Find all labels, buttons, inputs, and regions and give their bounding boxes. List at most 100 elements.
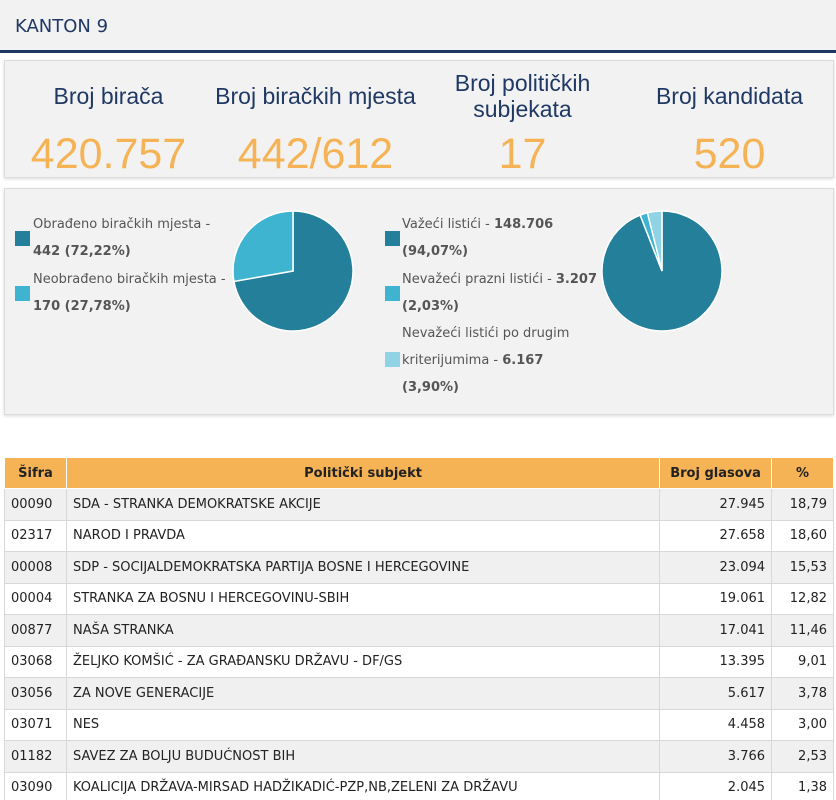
stat-label: Broj političkih subjekata: [454, 70, 591, 122]
legend-label: kriterijumima -: [402, 353, 503, 368]
cell-percent: 15,53: [771, 551, 834, 584]
cell-subject: KOALICIJA DRŽAVA-MIRSAD HADŽIKADIĆ-PZP,N…: [65, 771, 661, 800]
table-row: 00090 SDA - STRANKA DEMOKRATSKE AKCIJE 2…: [4, 488, 834, 521]
stat-political-subjects: Broj političkih subjekata 17: [419, 61, 626, 179]
cell-percent: 3,00: [771, 708, 834, 741]
ballots-pie-chart: [601, 210, 723, 332]
legend-label: Nevažeći prazni listići -: [402, 272, 556, 287]
cell-subject: SAVEZ ZA BOLJU BUDUĆNOST BIH: [65, 740, 661, 773]
legend-percent: (3,90%): [402, 380, 459, 395]
header-bar: KANTON 9: [0, 0, 836, 53]
cell-code: 00004: [4, 582, 67, 615]
results-table: Šifra Politički subjekt Broj glasova % 0…: [4, 457, 834, 800]
legend-swatch-unprocessed: [15, 286, 30, 301]
cell-subject: NAROD I PRAVDA: [65, 519, 661, 552]
legend-unprocessed: Neobrađeno biračkih mjesta - 170 (27,78%…: [33, 266, 226, 320]
legend-valid: Važeći listići - 148.706 (94,07%): [402, 211, 553, 265]
stat-label: Broj birača: [53, 83, 164, 109]
cell-votes: 27.658: [659, 519, 773, 552]
cell-code: 02317: [4, 519, 67, 552]
table-row: 00877 NAŠA STRANKA 17.041 11,46: [4, 614, 834, 647]
legend-swatch-blank: [385, 286, 400, 301]
stat-value: 520: [693, 130, 766, 178]
legend-percent: (2,03%): [402, 299, 459, 314]
cell-votes: 5.617: [659, 677, 773, 710]
cell-code: 00008: [4, 551, 67, 584]
cell-subject: NES: [65, 708, 661, 741]
legend-label: Važeći listići -: [402, 217, 494, 232]
table-row: 01182 SAVEZ ZA BOLJU BUDUĆNOST BIH 3.766…: [4, 740, 834, 773]
legend-percent: (94,07%): [402, 244, 469, 259]
stat-value: 442/612: [237, 130, 394, 178]
stat-voters: Broj birača 420.757: [5, 61, 212, 179]
cell-subject: ŽELJKO KOMŠIĆ - ZA GRAĐANSKU DRŽAVU - DF…: [65, 645, 661, 678]
legend-value: 3.207: [555, 272, 598, 287]
cell-code: 03056: [4, 677, 67, 710]
legend-swatch-other-invalid: [385, 352, 400, 367]
stat-candidates: Broj kandidata 520: [626, 61, 833, 179]
cell-votes: 4.458: [659, 708, 773, 741]
stat-value: 17: [498, 130, 547, 178]
table-row: 00004 STRANKA ZA BOSNU I HERCEGOVINU-SBI…: [4, 582, 834, 615]
cell-code: 03071: [4, 708, 67, 741]
legend-swatch-processed: [15, 231, 30, 246]
cell-votes: 19.061: [659, 582, 773, 615]
cell-subject: STRANKA ZA BOSNU I HERCEGOVINU-SBIH: [65, 582, 661, 615]
legend-label: Obrađeno biračkih mjesta -: [33, 217, 211, 232]
legend-swatch-valid: [385, 231, 400, 246]
cell-code: 03068: [4, 645, 67, 678]
stat-polling-stations: Broj biračkih mjesta 442/612: [212, 61, 419, 179]
table-row: 03056 ZA NOVE GENERACIJE 5.617 3,78: [4, 677, 834, 710]
legend-processed: Obrađeno biračkih mjesta - 442 (72,22%): [33, 211, 210, 265]
cell-code: 01182: [4, 740, 67, 773]
table-row: 03090 KOALICIJA DRŽAVA-MIRSAD HADŽIKADIĆ…: [4, 771, 834, 800]
cell-subject: NAŠA STRANKA: [65, 614, 661, 647]
table-header-row: Šifra Politički subjekt Broj glasova %: [4, 457, 834, 489]
cell-percent: 2,53: [771, 740, 834, 773]
cell-subject: ZA NOVE GENERACIJE: [65, 677, 661, 710]
cell-votes: 13.395: [659, 645, 773, 678]
cell-subject: SDA - STRANKA DEMOKRATSKE AKCIJE: [65, 488, 661, 521]
table-row: 02317 NAROD I PRAVDA 27.658 18,60: [4, 519, 834, 552]
cell-code: 03090: [4, 771, 67, 800]
col-header-code[interactable]: Šifra: [4, 457, 67, 489]
cell-percent: 1,38: [771, 771, 834, 800]
cell-percent: 12,82: [771, 582, 834, 615]
legend-value: 148.706: [493, 217, 554, 232]
cell-votes: 17.041: [659, 614, 773, 647]
legend-blank: Nevažeći prazni listići - 3.207 (2,03%): [402, 266, 597, 320]
table-row: 03071 NES 4.458 3,00: [4, 708, 834, 741]
table-row: 03068 ŽELJKO KOMŠIĆ - ZA GRAĐANSKU DRŽAV…: [4, 645, 834, 678]
cell-percent: 3,78: [771, 677, 834, 710]
legend-value: 170 (27,78%): [33, 299, 131, 314]
charts-panel: Obrađeno biračkih mjesta - 442 (72,22%) …: [4, 188, 834, 415]
cell-percent: 11,46: [771, 614, 834, 647]
pie-slice-other-invalid: [646, 210, 663, 272]
cell-percent: 9,01: [771, 645, 834, 678]
cell-votes: 23.094: [659, 551, 773, 584]
cell-votes: 27.945: [659, 488, 773, 521]
col-header-subject[interactable]: Politički subjekt: [65, 457, 661, 489]
stat-label: Broj biračkih mjesta: [215, 83, 416, 109]
legend-other-invalid: Nevažeći listići po drugim kriterijumima…: [402, 320, 569, 401]
col-header-percent[interactable]: %: [771, 457, 834, 489]
cell-votes: 2.045: [659, 771, 773, 800]
legend-value: 442 (72,22%): [33, 244, 131, 259]
cell-code: 00090: [4, 488, 67, 521]
cell-percent: 18,60: [771, 519, 834, 552]
page-title: KANTON 9: [15, 16, 109, 37]
legend-label: Neobrađeno biračkih mjesta -: [33, 272, 226, 287]
pie-slice-unprocessed: [232, 210, 294, 283]
polling-pie-chart: [232, 210, 354, 332]
cell-votes: 3.766: [659, 740, 773, 773]
legend-value: 6.167: [502, 353, 544, 368]
col-header-votes[interactable]: Broj glasova: [659, 457, 773, 489]
legend-label: Nevažeći listići po drugim: [402, 326, 570, 341]
stat-value: 420.757: [30, 130, 187, 178]
cell-percent: 18,79: [771, 488, 834, 521]
cell-subject: SDP - SOCIJALDEMOKRATSKA PARTIJA BOSNE I…: [65, 551, 661, 584]
table-row: 00008 SDP - SOCIJALDEMOKRATSKA PARTIJA B…: [4, 551, 834, 584]
stats-panel: Broj birača 420.757 Broj biračkih mjesta…: [4, 60, 834, 178]
cell-code: 00877: [4, 614, 67, 647]
stat-label: Broj kandidata: [655, 83, 804, 109]
